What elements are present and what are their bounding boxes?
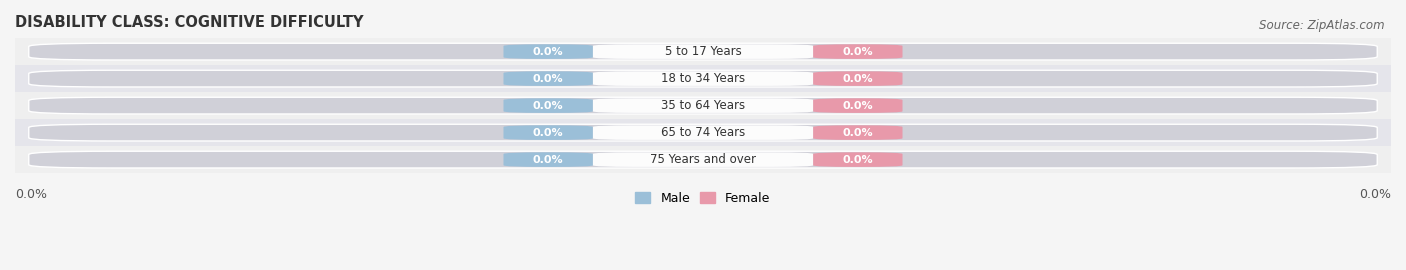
FancyBboxPatch shape — [813, 98, 903, 113]
Bar — [15, 92, 1391, 119]
Text: 0.0%: 0.0% — [533, 155, 564, 165]
FancyBboxPatch shape — [28, 97, 1378, 114]
Text: 0.0%: 0.0% — [842, 74, 873, 84]
FancyBboxPatch shape — [813, 71, 903, 86]
FancyBboxPatch shape — [503, 125, 593, 140]
FancyBboxPatch shape — [28, 43, 1378, 60]
FancyBboxPatch shape — [593, 152, 813, 167]
Text: 0.0%: 0.0% — [533, 101, 564, 111]
Text: 75 Years and over: 75 Years and over — [650, 153, 756, 166]
Legend: Male, Female: Male, Female — [630, 187, 776, 210]
Text: 0.0%: 0.0% — [533, 74, 564, 84]
Text: 0.0%: 0.0% — [533, 128, 564, 138]
FancyBboxPatch shape — [813, 44, 903, 59]
Text: 5 to 17 Years: 5 to 17 Years — [665, 45, 741, 58]
Bar — [15, 38, 1391, 65]
Bar — [15, 65, 1391, 92]
FancyBboxPatch shape — [593, 44, 813, 59]
FancyBboxPatch shape — [503, 98, 593, 113]
FancyBboxPatch shape — [503, 152, 593, 167]
Text: 0.0%: 0.0% — [842, 128, 873, 138]
Text: 0.0%: 0.0% — [842, 47, 873, 57]
Text: 0.0%: 0.0% — [1360, 188, 1391, 201]
Text: 18 to 34 Years: 18 to 34 Years — [661, 72, 745, 85]
Text: 0.0%: 0.0% — [842, 101, 873, 111]
FancyBboxPatch shape — [28, 151, 1378, 168]
FancyBboxPatch shape — [593, 98, 813, 113]
Text: 65 to 74 Years: 65 to 74 Years — [661, 126, 745, 139]
FancyBboxPatch shape — [813, 152, 903, 167]
FancyBboxPatch shape — [503, 71, 593, 86]
Bar — [15, 146, 1391, 173]
FancyBboxPatch shape — [28, 124, 1378, 141]
FancyBboxPatch shape — [503, 44, 593, 59]
FancyBboxPatch shape — [28, 70, 1378, 87]
FancyBboxPatch shape — [593, 125, 813, 140]
Text: DISABILITY CLASS: COGNITIVE DIFFICULTY: DISABILITY CLASS: COGNITIVE DIFFICULTY — [15, 15, 364, 30]
Text: 0.0%: 0.0% — [533, 47, 564, 57]
Text: 0.0%: 0.0% — [842, 155, 873, 165]
FancyBboxPatch shape — [593, 71, 813, 86]
Bar — [15, 119, 1391, 146]
Text: Source: ZipAtlas.com: Source: ZipAtlas.com — [1260, 19, 1385, 32]
FancyBboxPatch shape — [813, 125, 903, 140]
Text: 35 to 64 Years: 35 to 64 Years — [661, 99, 745, 112]
Text: 0.0%: 0.0% — [15, 188, 46, 201]
